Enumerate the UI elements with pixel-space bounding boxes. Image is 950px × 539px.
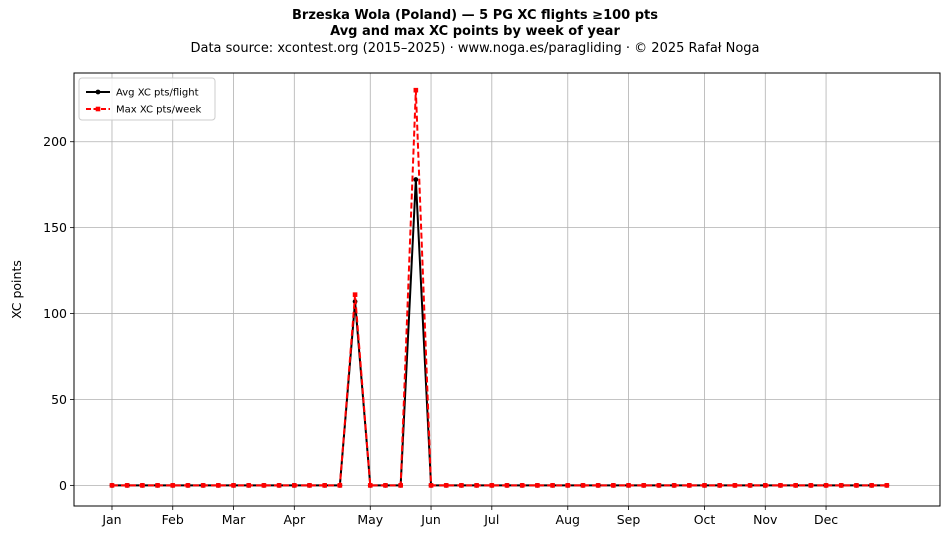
data-point: [641, 483, 647, 488]
data-point: [322, 483, 327, 488]
data-point: [854, 483, 859, 488]
data-point: [793, 483, 798, 488]
x-tick-label: May: [357, 512, 383, 527]
data-point: [474, 483, 479, 488]
x-tick-label: Feb: [162, 512, 184, 527]
data-point: [200, 483, 206, 488]
y-axis-label: XC points: [9, 260, 24, 319]
data-point: [124, 483, 130, 488]
data-point: [307, 483, 312, 488]
data-point: [383, 483, 388, 488]
x-tick-label: Dec: [814, 512, 838, 527]
data-point: [550, 483, 555, 488]
data-point: [838, 483, 844, 488]
data-point: [580, 483, 586, 488]
chart-title: Brzeska Wola (Poland) — 5 PG XC flights …: [292, 8, 658, 23]
x-tick-label: Mar: [222, 512, 246, 527]
data-point: [702, 483, 707, 488]
x-tick-label: Jul: [483, 512, 499, 527]
data-point: [671, 483, 677, 488]
data-point: [367, 483, 373, 488]
series-line: [111, 90, 887, 487]
data-point: [261, 483, 267, 488]
x-tick-label: Jan: [101, 512, 121, 527]
data-point: [170, 483, 176, 488]
legend-box: [78, 77, 216, 121]
legend-label: Avg XC pts/flight: [116, 88, 199, 99]
x-axis-ticks: Jan Feb Mar Apr May Jun Jul Aug Sep Oct Nov Dec: [101, 506, 838, 527]
chart-titles: Brzeska Wola (Poland) — 5 PG XC flights …: [0, 8, 950, 58]
data-point: [778, 483, 783, 488]
x-tick-label: Nov: [753, 512, 778, 527]
x-tick-label: Aug: [556, 512, 580, 527]
data-point: [732, 483, 738, 488]
data-point: [565, 483, 571, 488]
data-point: [413, 87, 419, 93]
data-point: [428, 483, 434, 488]
data-point: [762, 483, 768, 488]
data-point: [155, 483, 160, 488]
data-point: [398, 483, 403, 488]
data-point: [276, 483, 282, 488]
data-point: [535, 483, 540, 488]
y-axis-ticks: 0 50 100 150 200: [43, 134, 74, 493]
data-point: [808, 483, 814, 488]
x-tick-label: Sep: [617, 512, 641, 527]
data-point: [291, 483, 297, 488]
chart-subtitle: Avg and max XC points by week of year: [330, 24, 620, 39]
data-point: [869, 483, 874, 488]
y-tick-label: 200: [43, 134, 67, 149]
legend-marker: [95, 89, 101, 95]
legend-marker: [95, 106, 101, 112]
data-point: [413, 177, 419, 182]
series-avg: [109, 177, 890, 488]
data-point: [611, 483, 616, 488]
y-tick-label: 0: [59, 478, 67, 493]
series-max: [109, 87, 890, 488]
data-point: [823, 483, 829, 488]
data-point: [231, 483, 236, 488]
y-tick-label: 50: [51, 392, 67, 407]
data-point: [884, 483, 890, 488]
data-point: [717, 483, 723, 488]
data-point: [140, 483, 145, 488]
x-tick-label: Oct: [694, 512, 716, 527]
y-tick-label: 100: [43, 306, 67, 321]
data-point: [519, 483, 525, 488]
data-point: [489, 483, 495, 488]
data-point: [443, 483, 449, 488]
data-point: [687, 483, 692, 488]
data-point: [626, 483, 631, 488]
y-tick-label: 150: [43, 220, 67, 235]
data-point: [656, 483, 662, 488]
data-point: [747, 483, 753, 488]
data-point: [109, 483, 115, 488]
chart-source: Data source: xcontest.org (2015–2025) · …: [190, 41, 760, 56]
legend-label: Max XC pts/week: [116, 105, 201, 116]
data-point: [185, 483, 191, 488]
data-point: [216, 483, 221, 488]
data-point: [504, 483, 510, 488]
data-point: [352, 292, 358, 297]
grid-lines: [74, 73, 940, 506]
data-point: [337, 483, 343, 488]
data-point: [459, 483, 464, 488]
series-line: [111, 179, 887, 487]
x-tick-label: Apr: [283, 512, 305, 527]
plot-frame: [73, 72, 941, 507]
data-point: [595, 483, 601, 488]
data-point: [246, 483, 252, 488]
series-layer: [109, 87, 890, 488]
x-tick-label: Jun: [420, 512, 441, 527]
legend: Avg XC pts/flight Max XC pts/week: [78, 77, 216, 121]
